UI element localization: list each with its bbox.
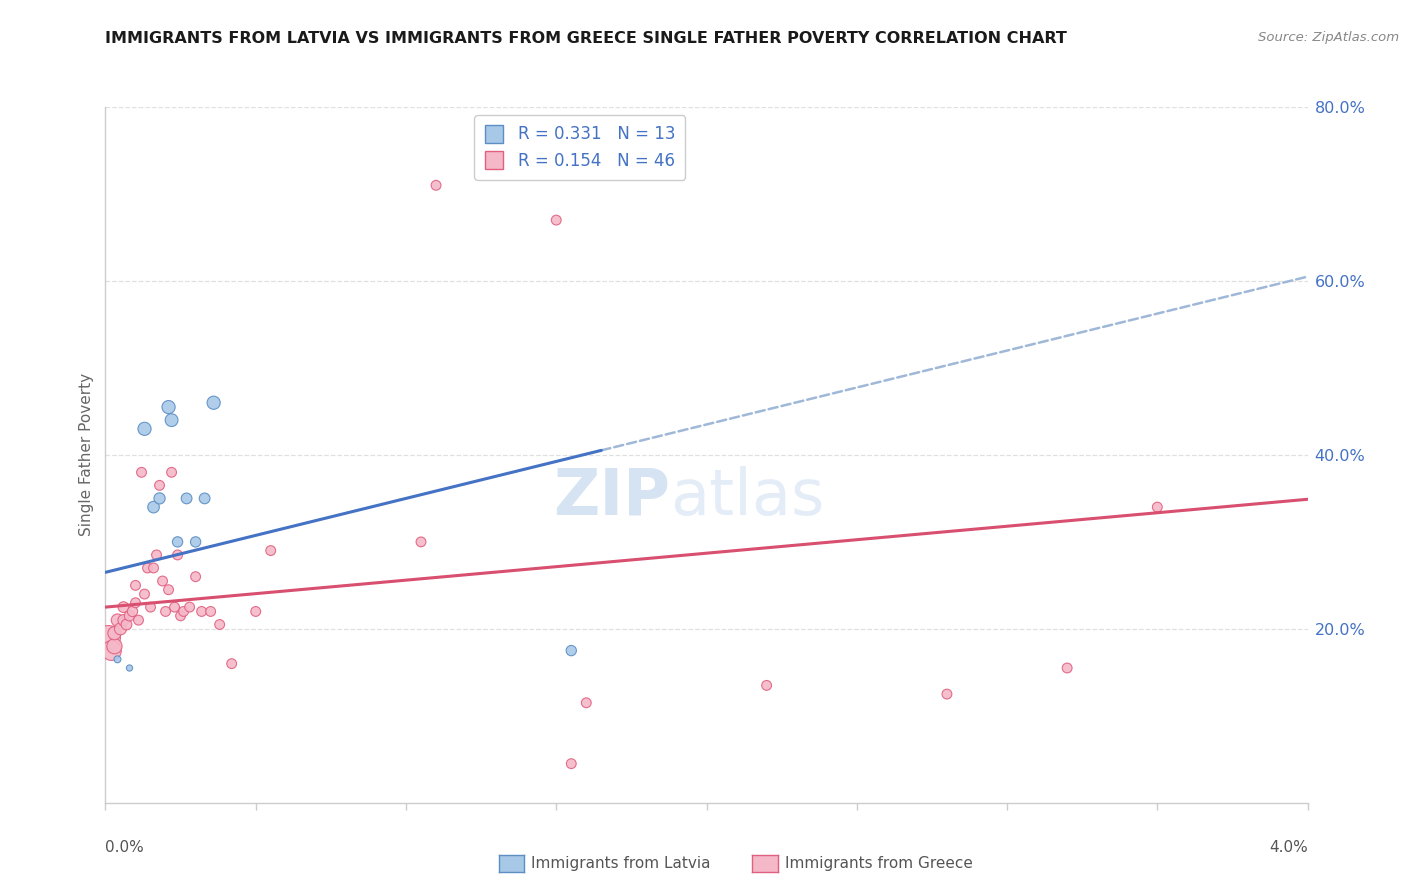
Point (160, 466, 183, 480)
Text: ZIP: ZIP (554, 466, 671, 528)
Point (118, 608, 141, 623)
Point (245, 605, 267, 619)
Point (148, 478, 170, 492)
Point (134, 587, 156, 601)
Point (208, 617, 231, 632)
Point (221, 657, 243, 671)
Point (575, 696, 598, 710)
Point (97, 631, 120, 645)
Point (128, 613, 150, 627)
Point (202, 395, 225, 409)
Point (194, 491, 217, 506)
Point (755, 678, 778, 692)
Point (169, 608, 191, 623)
Point (148, 491, 170, 506)
Point (103, 639, 125, 653)
Point (110, 622, 132, 636)
Point (121, 605, 143, 619)
Point (176, 491, 198, 506)
Point (560, 643, 582, 657)
Point (134, 422, 156, 436)
Point (166, 534, 188, 549)
Point (115, 617, 138, 632)
Point (173, 605, 195, 619)
Point (124, 596, 146, 610)
Point (260, 543, 283, 558)
Text: 4.0%: 4.0% (1268, 840, 1308, 855)
Point (103, 626, 125, 640)
Text: Immigrants from Latvia: Immigrants from Latvia (531, 856, 711, 871)
Point (107, 613, 129, 627)
Point (112, 600, 135, 615)
Point (118, 661, 141, 675)
Point (152, 574, 174, 588)
Point (131, 466, 153, 480)
Point (157, 400, 180, 414)
Point (145, 548, 167, 562)
Point (100, 643, 122, 657)
Point (936, 687, 959, 701)
Point (560, 756, 582, 771)
Point (190, 605, 212, 619)
Point (546, 213, 568, 227)
Legend: R = 0.331   N = 13, R = 0.154   N = 46: R = 0.331 N = 13, R = 0.154 N = 46 (474, 115, 685, 179)
Point (142, 500, 165, 514)
Point (1146, 500, 1168, 514)
Point (139, 600, 162, 615)
Y-axis label: Single Father Poverty: Single Father Poverty (79, 374, 94, 536)
Point (136, 561, 159, 575)
Point (166, 548, 188, 562)
Point (112, 613, 135, 627)
Point (409, 534, 432, 549)
Point (200, 605, 222, 619)
Point (160, 413, 183, 427)
Point (163, 600, 186, 615)
Point (179, 600, 201, 615)
Text: Immigrants from Greece: Immigrants from Greece (785, 856, 973, 871)
Text: 0.0%: 0.0% (105, 840, 145, 855)
Text: IMMIGRANTS FROM LATVIA VS IMMIGRANTS FROM GREECE SINGLE FATHER POVERTY CORRELATI: IMMIGRANTS FROM LATVIA VS IMMIGRANTS FRO… (105, 31, 1067, 46)
Point (155, 605, 177, 619)
Text: atlas: atlas (671, 466, 825, 528)
Point (124, 578, 146, 592)
Point (157, 582, 180, 597)
Point (425, 178, 447, 193)
Point (184, 534, 207, 549)
Point (142, 561, 165, 575)
Point (184, 570, 207, 584)
Point (1056, 661, 1078, 675)
Point (107, 652, 129, 666)
Text: Source: ZipAtlas.com: Source: ZipAtlas.com (1258, 31, 1399, 45)
